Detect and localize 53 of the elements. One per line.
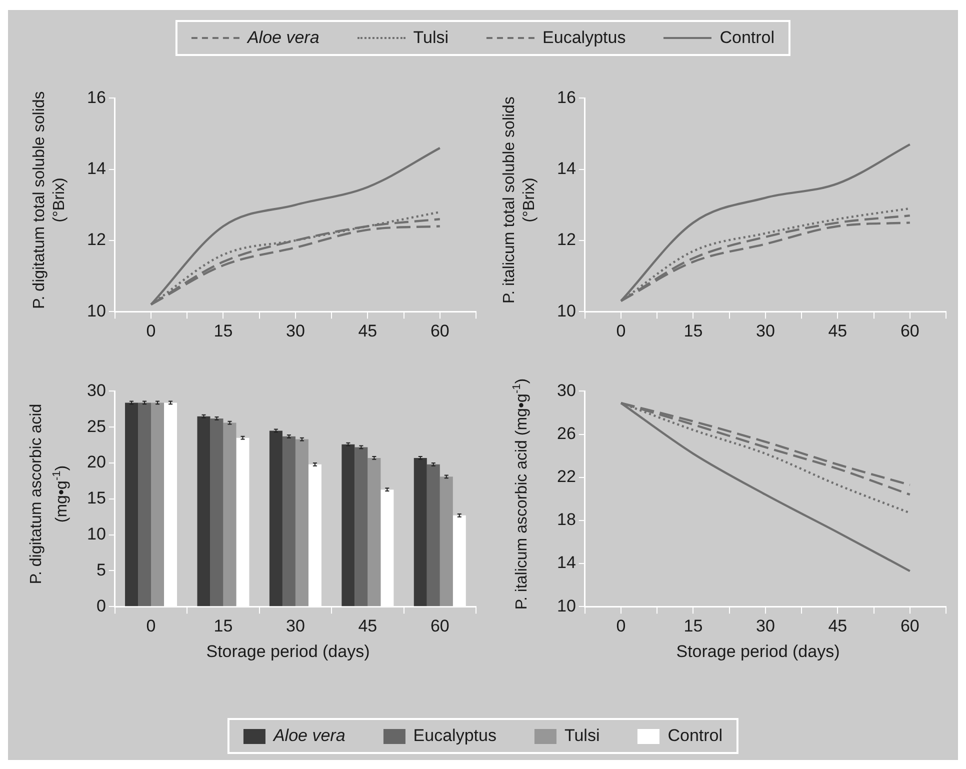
y-tick-label: 10 [86, 301, 106, 320]
x-axis-title: Storage period (days) [675, 642, 841, 662]
x-tick-label: 0 [146, 321, 156, 340]
y-tick-label: 12 [556, 230, 576, 250]
legend-label: Control [720, 28, 775, 48]
x-axis-title: Storage period (days) [205, 642, 371, 662]
x-tick-label: 30 [286, 616, 305, 636]
y-tick-label: 14 [556, 553, 576, 572]
x-tick-label: 30 [286, 321, 305, 340]
y-tick-label: 14 [86, 159, 106, 178]
legend-label: Eucalyptus [413, 726, 496, 746]
y-tick-label: 16 [86, 88, 106, 107]
x-tick-label: 15 [214, 321, 233, 340]
y-tick-label: 25 [86, 416, 106, 436]
x-tick-label: 0 [146, 616, 156, 636]
y-axis-title: P. italicum total soluble solids (°Brix) [500, 96, 539, 306]
y-tick-label: 5 [96, 560, 106, 580]
y-tick-label: 10 [556, 596, 576, 616]
x-tick-label: 45 [358, 616, 378, 636]
x-tick-label: 15 [214, 616, 233, 636]
legend-label: Tulsi [413, 28, 449, 48]
legend-label: Aloe vera [247, 28, 320, 48]
y-tick-label: 30 [86, 380, 106, 400]
legend-label: Aloe vera [273, 726, 346, 746]
y-tick-label: 20 [86, 452, 106, 472]
x-tick-label: 0 [616, 321, 626, 340]
x-tick-label: 15 [684, 616, 703, 636]
x-tick-label: 45 [828, 616, 848, 636]
y-tick-label: 30 [556, 380, 576, 400]
y-tick-label: 26 [556, 424, 576, 443]
x-tick-label: 60 [430, 616, 450, 636]
x-tick-label: 60 [900, 616, 920, 636]
x-tick-label: 0 [616, 616, 626, 636]
x-tick-label: 60 [430, 321, 450, 340]
x-tick-label: 30 [756, 616, 775, 636]
y-tick-label: 15 [86, 488, 106, 508]
legend-label: Tulsi [564, 726, 600, 746]
x-tick-label: 60 [900, 321, 920, 340]
y-tick-label: 22 [556, 467, 576, 486]
y-tick-label: 14 [556, 159, 576, 178]
x-tick-label: 30 [756, 321, 775, 340]
y-tick-label: 10 [556, 301, 576, 320]
y-tick-label: 0 [96, 596, 106, 616]
y-tick-label: 18 [556, 510, 576, 530]
x-tick-label: 45 [358, 321, 378, 340]
y-axis-title: P. digitatum total soluble solids (°Brix) [30, 90, 69, 311]
x-tick-label: 45 [828, 321, 848, 340]
y-tick-label: 10 [86, 524, 106, 544]
legend-label: Eucalyptus [542, 28, 626, 48]
legend-label: Control [668, 726, 723, 746]
x-tick-label: 15 [684, 321, 703, 340]
y-tick-label: 12 [86, 230, 106, 250]
y-tick-label: 16 [556, 88, 576, 107]
